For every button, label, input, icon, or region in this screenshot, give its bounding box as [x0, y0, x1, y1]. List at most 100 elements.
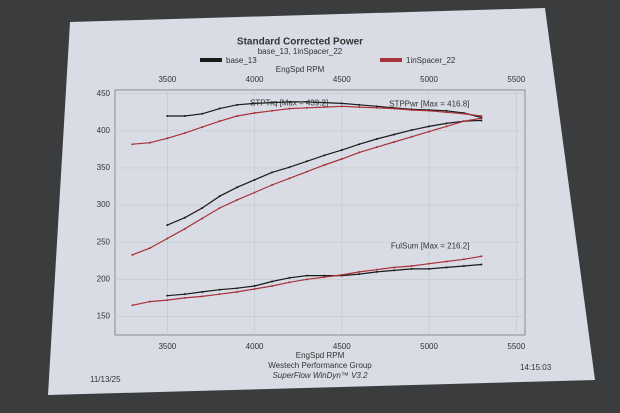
curve-point — [445, 125, 448, 128]
curve-point — [410, 129, 413, 132]
legend-label: 1inSpacer_22 — [406, 56, 456, 65]
x-tick-label: 5500 — [507, 342, 525, 351]
curve-point — [271, 171, 274, 174]
legend-label: base_13 — [226, 56, 257, 65]
curve-point — [183, 132, 186, 135]
curve-point — [271, 280, 274, 283]
curve-point — [131, 304, 134, 307]
curve-point — [462, 112, 465, 115]
curve-point — [445, 266, 448, 269]
chart-subtitle: base_13, 1inSpacer_22 — [258, 47, 343, 56]
curve-point — [218, 207, 221, 210]
curve-point — [428, 130, 431, 133]
curve-point — [428, 267, 431, 270]
curve-point — [253, 102, 256, 105]
curve-point — [358, 270, 361, 273]
curve-point — [305, 100, 308, 103]
curve-point — [323, 274, 326, 277]
curve-point — [201, 295, 204, 298]
footer-software: SuperFlow WinDyn™ V3.2 — [272, 371, 368, 380]
x-axis-label: EngSpd RPM — [296, 351, 345, 360]
curve-point — [323, 163, 326, 166]
curve-point — [358, 143, 361, 146]
curve-point — [340, 149, 343, 152]
x-axis-label-top: EngSpd RPM — [276, 65, 325, 74]
curve-point — [358, 273, 361, 276]
curve-label: FulSum [Max = 216.2] — [391, 241, 469, 250]
curve-point — [218, 107, 221, 110]
curve-point — [166, 294, 169, 297]
curve-point — [183, 296, 186, 299]
y-tick-label: 300 — [97, 200, 111, 209]
plot-area — [114, 89, 526, 336]
chart-title: Standard Corrected Power — [237, 37, 363, 48]
curve-point — [323, 276, 326, 279]
curve-point — [166, 224, 169, 227]
curve-point — [340, 102, 343, 105]
curve-point — [236, 114, 239, 117]
curve-point — [201, 112, 204, 115]
curve-point — [166, 114, 169, 117]
curve-point — [271, 184, 274, 187]
x-tick-label-top: 4500 — [333, 75, 351, 84]
curve-point — [428, 125, 431, 128]
curve-point — [271, 109, 274, 112]
curve-point — [480, 117, 483, 120]
curve-point — [271, 285, 274, 287]
y-tick-label: 250 — [97, 237, 111, 246]
curve-label: STPTrq [Max = 439.2] — [250, 98, 328, 107]
legend-swatch — [200, 58, 222, 62]
curve-point — [236, 103, 239, 106]
curve-point — [183, 293, 186, 296]
x-tick-label-top: 5000 — [420, 75, 438, 84]
curve-point — [288, 281, 291, 284]
curve-point — [393, 266, 396, 269]
curve-point — [236, 290, 239, 293]
curve-point — [462, 258, 465, 261]
curve-point — [271, 101, 274, 104]
curve-point — [428, 262, 431, 265]
curve-point — [358, 151, 361, 154]
curve-point — [166, 299, 169, 302]
curve-point — [288, 100, 291, 103]
x-tick-label-top: 3500 — [158, 75, 176, 84]
curve-point — [131, 143, 134, 146]
curve-point — [480, 119, 483, 122]
curve-point — [375, 106, 378, 109]
y-tick-label: 200 — [97, 274, 111, 283]
curve-point — [375, 270, 378, 273]
curve-point — [148, 247, 151, 250]
curve-point — [358, 103, 361, 106]
curve-point — [305, 160, 308, 163]
curve-point — [393, 107, 396, 110]
curve-point — [288, 177, 291, 180]
x-tick-label-top: 5500 — [507, 75, 525, 84]
curve-point — [462, 120, 465, 123]
curve-point — [340, 105, 343, 108]
curve-point — [148, 300, 151, 303]
curve-point — [253, 287, 256, 290]
curve-point — [480, 255, 483, 258]
x-tick-label: 4000 — [246, 342, 264, 351]
x-tick-label: 5000 — [420, 342, 438, 351]
curve-point — [183, 227, 186, 230]
curve-point — [288, 276, 291, 279]
y-tick-label: 150 — [97, 312, 111, 321]
curve-point — [480, 263, 483, 266]
curve-point — [445, 111, 448, 114]
curve-point — [393, 269, 396, 272]
curve-point — [375, 146, 378, 149]
curve-point — [410, 267, 413, 270]
curve-point — [218, 120, 221, 123]
curve-point — [201, 290, 204, 293]
x-tick-label: 3500 — [158, 342, 176, 351]
curve-point — [480, 114, 483, 117]
curve-point — [131, 253, 134, 256]
x-tick-label: 4500 — [333, 342, 351, 351]
footer-time: 14:15:03 — [520, 363, 552, 372]
curve-point — [445, 109, 448, 112]
curve-point — [218, 288, 221, 291]
y-tick-label: 400 — [97, 126, 111, 135]
curve-point — [305, 278, 308, 281]
curve-point — [305, 274, 308, 277]
